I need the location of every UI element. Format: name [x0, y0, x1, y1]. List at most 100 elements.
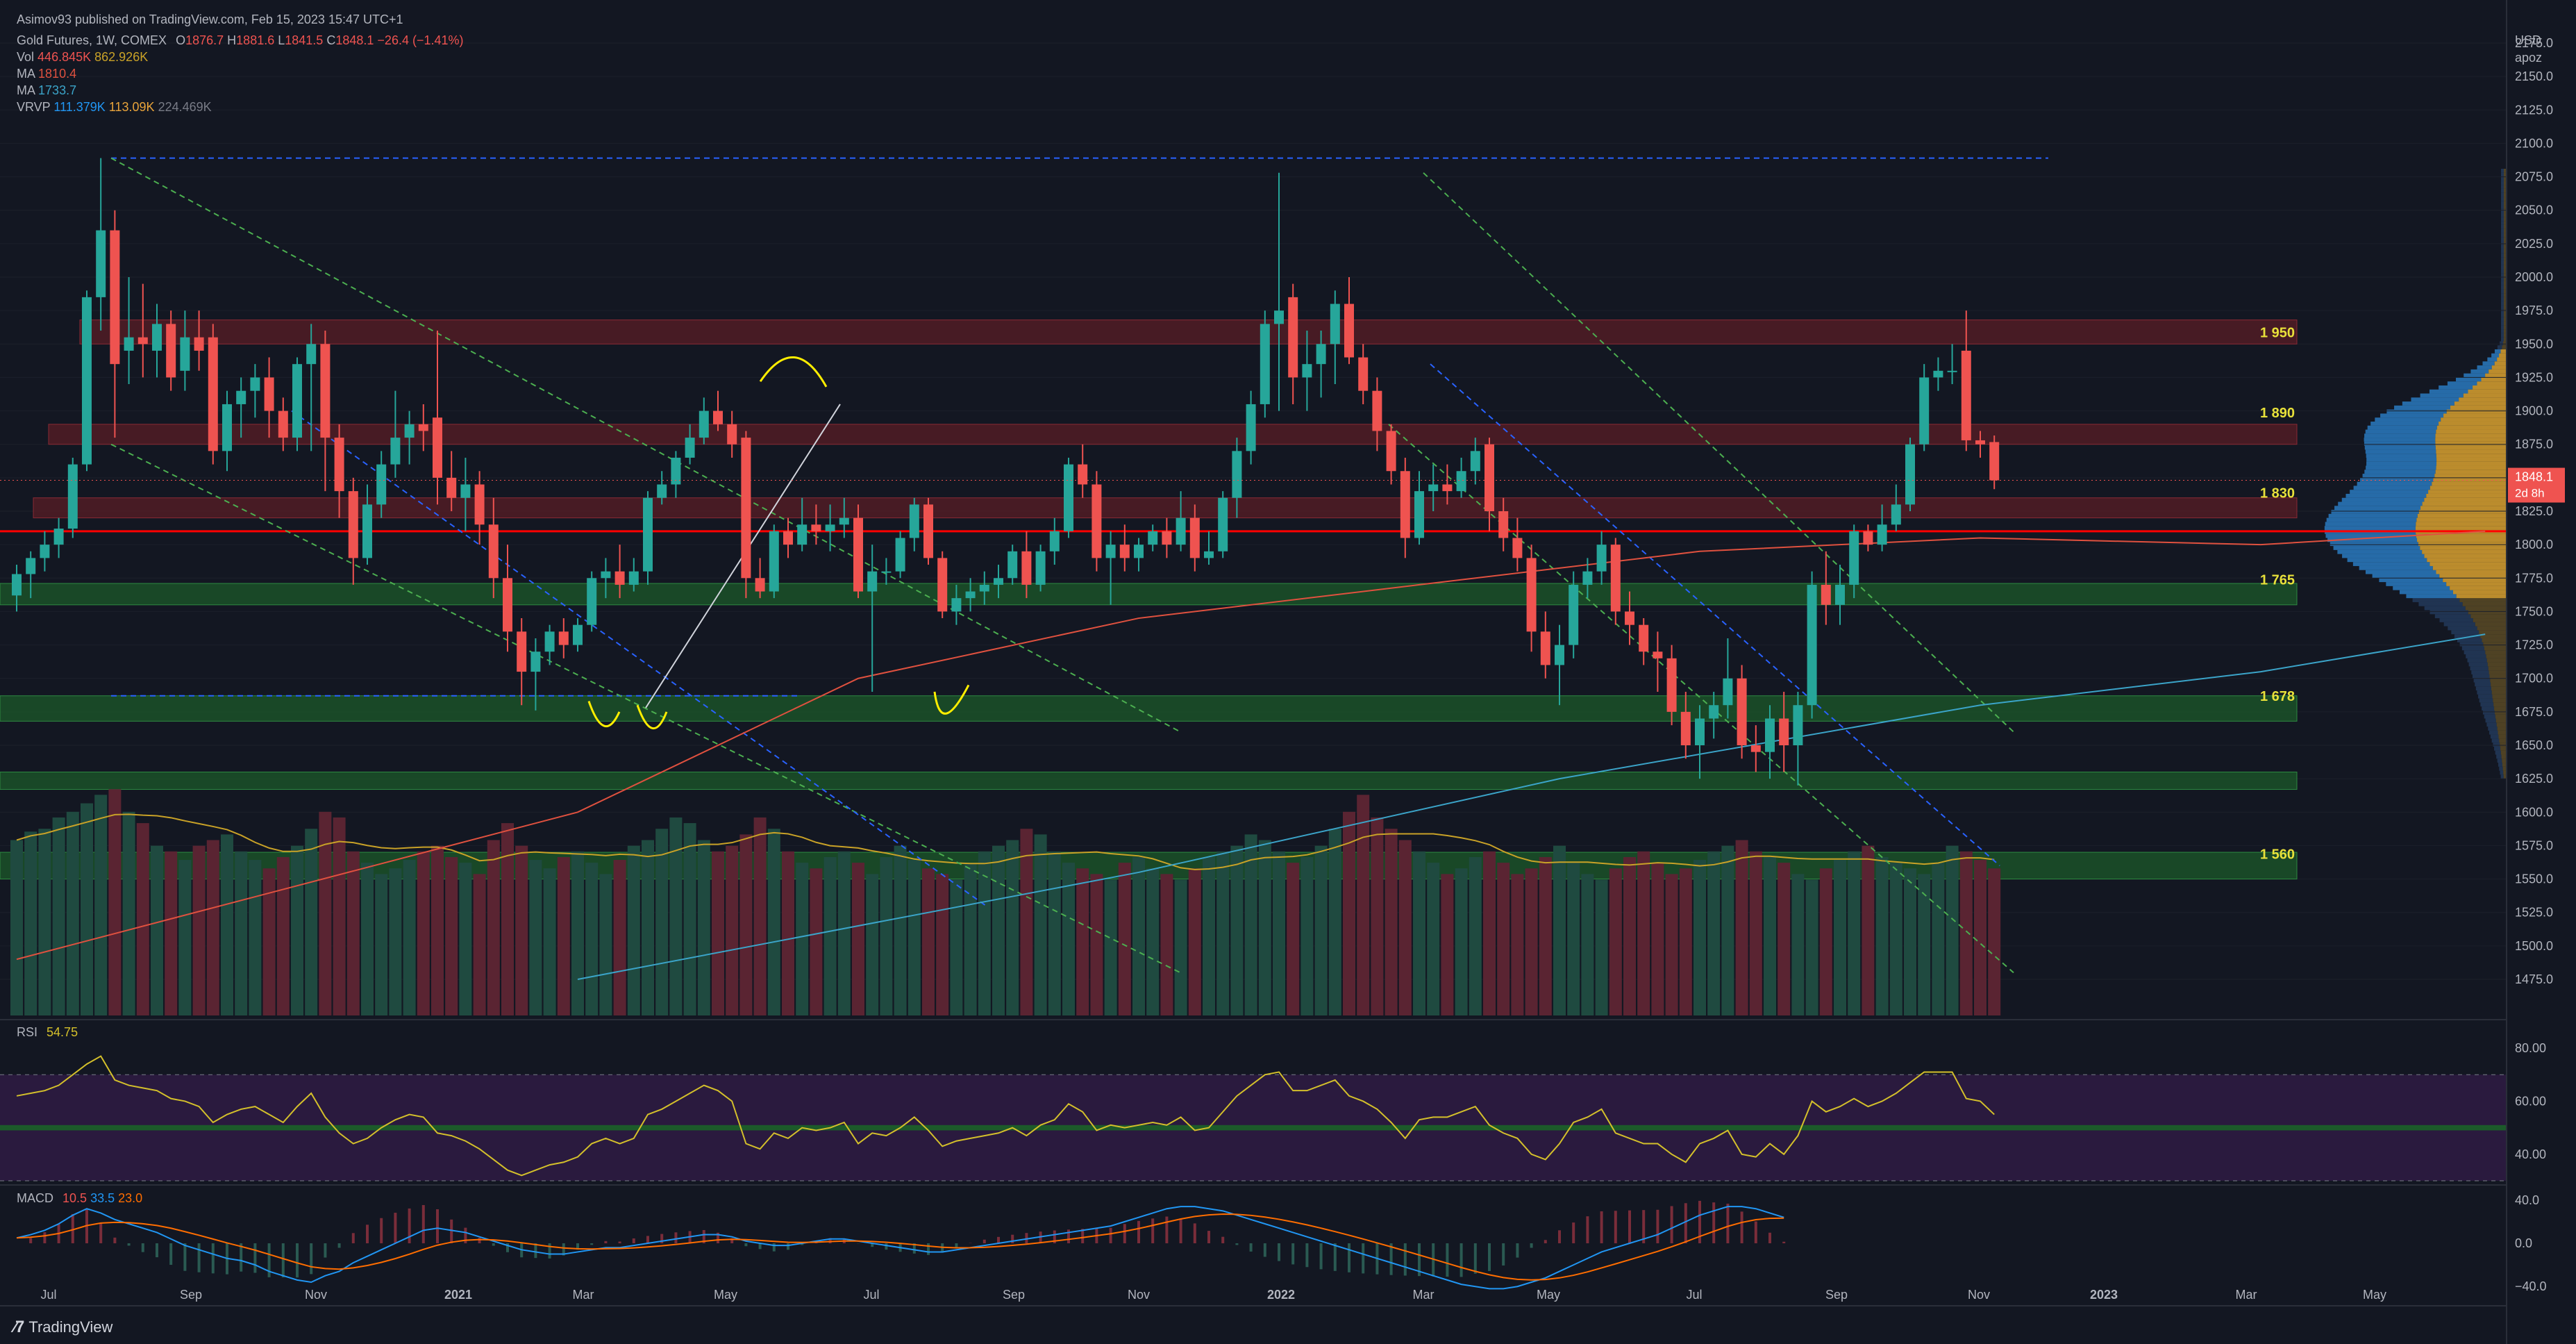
- candle-body[interactable]: [1555, 645, 1564, 665]
- candle-body[interactable]: [1274, 310, 1284, 324]
- candle-body[interactable]: [558, 631, 569, 645]
- candle-body[interactable]: [250, 377, 260, 391]
- ma1-legend-row[interactable]: MA 1810.4: [17, 65, 464, 82]
- candle-body[interactable]: [96, 230, 106, 297]
- candle-body[interactable]: [1064, 464, 1073, 531]
- candle-body[interactable]: [152, 324, 162, 351]
- candle-body[interactable]: [517, 631, 527, 672]
- candle-body[interactable]: [881, 571, 892, 573]
- zone-4[interactable]: [0, 695, 2298, 722]
- candle-body[interactable]: [544, 631, 555, 652]
- candle-body[interactable]: [601, 571, 611, 579]
- candle-body[interactable]: [1863, 531, 1873, 545]
- candle-body[interactable]: [1035, 551, 1046, 585]
- candle-body[interactable]: [194, 337, 204, 351]
- tradingview-logo[interactable]: ⁄7 TradingView: [14, 1318, 112, 1337]
- candle-body[interactable]: [643, 497, 653, 572]
- candle-body[interactable]: [1877, 524, 1887, 545]
- candle-body[interactable]: [1204, 551, 1214, 558]
- candle-body[interactable]: [278, 410, 288, 438]
- candle-body[interactable]: [1625, 611, 1634, 625]
- candle-body[interactable]: [404, 424, 415, 438]
- zone-5[interactable]: [0, 772, 2298, 790]
- candle-body[interactable]: [306, 344, 317, 365]
- time-axis[interactable]: Jul Sep Nov 2021 Mar May Jul Sep Nov 2022 Mar May Ju…: [0, 1288, 2507, 1306]
- candle-body[interactable]: [1961, 350, 1971, 440]
- annotation-arc-bottom-1[interactable]: [587, 700, 621, 727]
- candle-body[interactable]: [208, 337, 218, 451]
- candle-body[interactable]: [348, 491, 358, 558]
- candle-body[interactable]: [1835, 584, 1845, 605]
- candle-body[interactable]: [460, 484, 471, 498]
- candle-body[interactable]: [137, 337, 148, 345]
- candle-body[interactable]: [1330, 304, 1340, 345]
- candle-body[interactable]: [685, 438, 695, 458]
- candle-body[interactable]: [53, 529, 64, 545]
- candle-body[interactable]: [1779, 718, 1789, 745]
- candle-body[interactable]: [1344, 304, 1354, 358]
- candle-body[interactable]: [1078, 464, 1088, 485]
- vol-legend-row[interactable]: Vol 446.845K 862.926K: [17, 49, 464, 65]
- candle-body[interactable]: [124, 337, 134, 351]
- ma2-legend-row[interactable]: MA 1733.7: [17, 82, 464, 99]
- candle-body[interactable]: [1610, 545, 1621, 612]
- dotted-blue-1[interactable]: [291, 410, 987, 906]
- candle-body[interactable]: [1653, 652, 1663, 658]
- annotation-arc-bottom-2[interactable]: [636, 704, 668, 729]
- candle-body[interactable]: [82, 297, 92, 465]
- candle-body[interactable]: [1582, 571, 1593, 585]
- candle-body[interactable]: [264, 377, 274, 411]
- candle-body[interactable]: [474, 484, 485, 525]
- candle-body[interactable]: [1400, 471, 1410, 538]
- channel-lower-2020[interactable]: [110, 443, 1181, 974]
- candle-body[interactable]: [1092, 484, 1102, 558]
- zone-1[interactable]: [48, 424, 2298, 445]
- candle-body[interactable]: [741, 438, 751, 579]
- candle-body[interactable]: [1428, 484, 1439, 492]
- candle-body[interactable]: [839, 517, 849, 525]
- candle-body[interactable]: [1891, 504, 1901, 525]
- candle-body[interactable]: [1021, 551, 1032, 585]
- candle-body[interactable]: [1807, 584, 1817, 706]
- zone-2[interactable]: [33, 497, 2298, 519]
- candle-body[interactable]: [614, 571, 625, 585]
- candle-body[interactable]: [166, 324, 176, 378]
- candle-body[interactable]: [1989, 442, 2000, 481]
- candle-body[interactable]: [951, 598, 962, 612]
- candle-body[interactable]: [1498, 511, 1509, 538]
- annotation-arc-top[interactable]: [759, 356, 828, 388]
- candle-body[interactable]: [1947, 370, 1957, 372]
- candles[interactable]: [12, 158, 2000, 786]
- candle-body[interactable]: [1316, 344, 1326, 365]
- candle-body[interactable]: [657, 484, 667, 498]
- candle-body[interactable]: [67, 464, 78, 529]
- candle-body[interactable]: [573, 624, 583, 645]
- candle-body[interactable]: [994, 578, 1003, 585]
- vrvp-legend-row[interactable]: VRVP 111.379K 113.09K 224.469K: [17, 99, 464, 115]
- candle-body[interactable]: [965, 591, 976, 599]
- candle-body[interactable]: [1765, 718, 1775, 752]
- candle-body[interactable]: [923, 504, 933, 558]
- candle-body[interactable]: [797, 524, 808, 545]
- candle-body[interactable]: [376, 464, 387, 505]
- dotted-blue-2[interactable]: [1430, 363, 2000, 867]
- candle-body[interactable]: [446, 477, 457, 498]
- candle-body[interactable]: [1596, 545, 1607, 572]
- candle-body[interactable]: [1666, 658, 1677, 712]
- candle-body[interactable]: [867, 571, 878, 592]
- candle-body[interactable]: [979, 584, 989, 592]
- candle-body[interactable]: [110, 230, 120, 365]
- candle-body[interactable]: [769, 531, 779, 592]
- candle-body[interactable]: [1189, 517, 1200, 558]
- candle-body[interactable]: [1049, 531, 1060, 551]
- candle-body[interactable]: [1639, 624, 1649, 652]
- candle-body[interactable]: [390, 438, 401, 465]
- candle-body[interactable]: [1162, 531, 1172, 545]
- candle-body[interactable]: [727, 424, 737, 445]
- zone-3[interactable]: [0, 583, 2298, 606]
- candle-body[interactable]: [1849, 531, 1859, 585]
- candle-body[interactable]: [1723, 678, 1733, 706]
- candle-body[interactable]: [1484, 444, 1494, 511]
- candle-body[interactable]: [1288, 297, 1298, 378]
- candle-body[interactable]: [530, 652, 541, 672]
